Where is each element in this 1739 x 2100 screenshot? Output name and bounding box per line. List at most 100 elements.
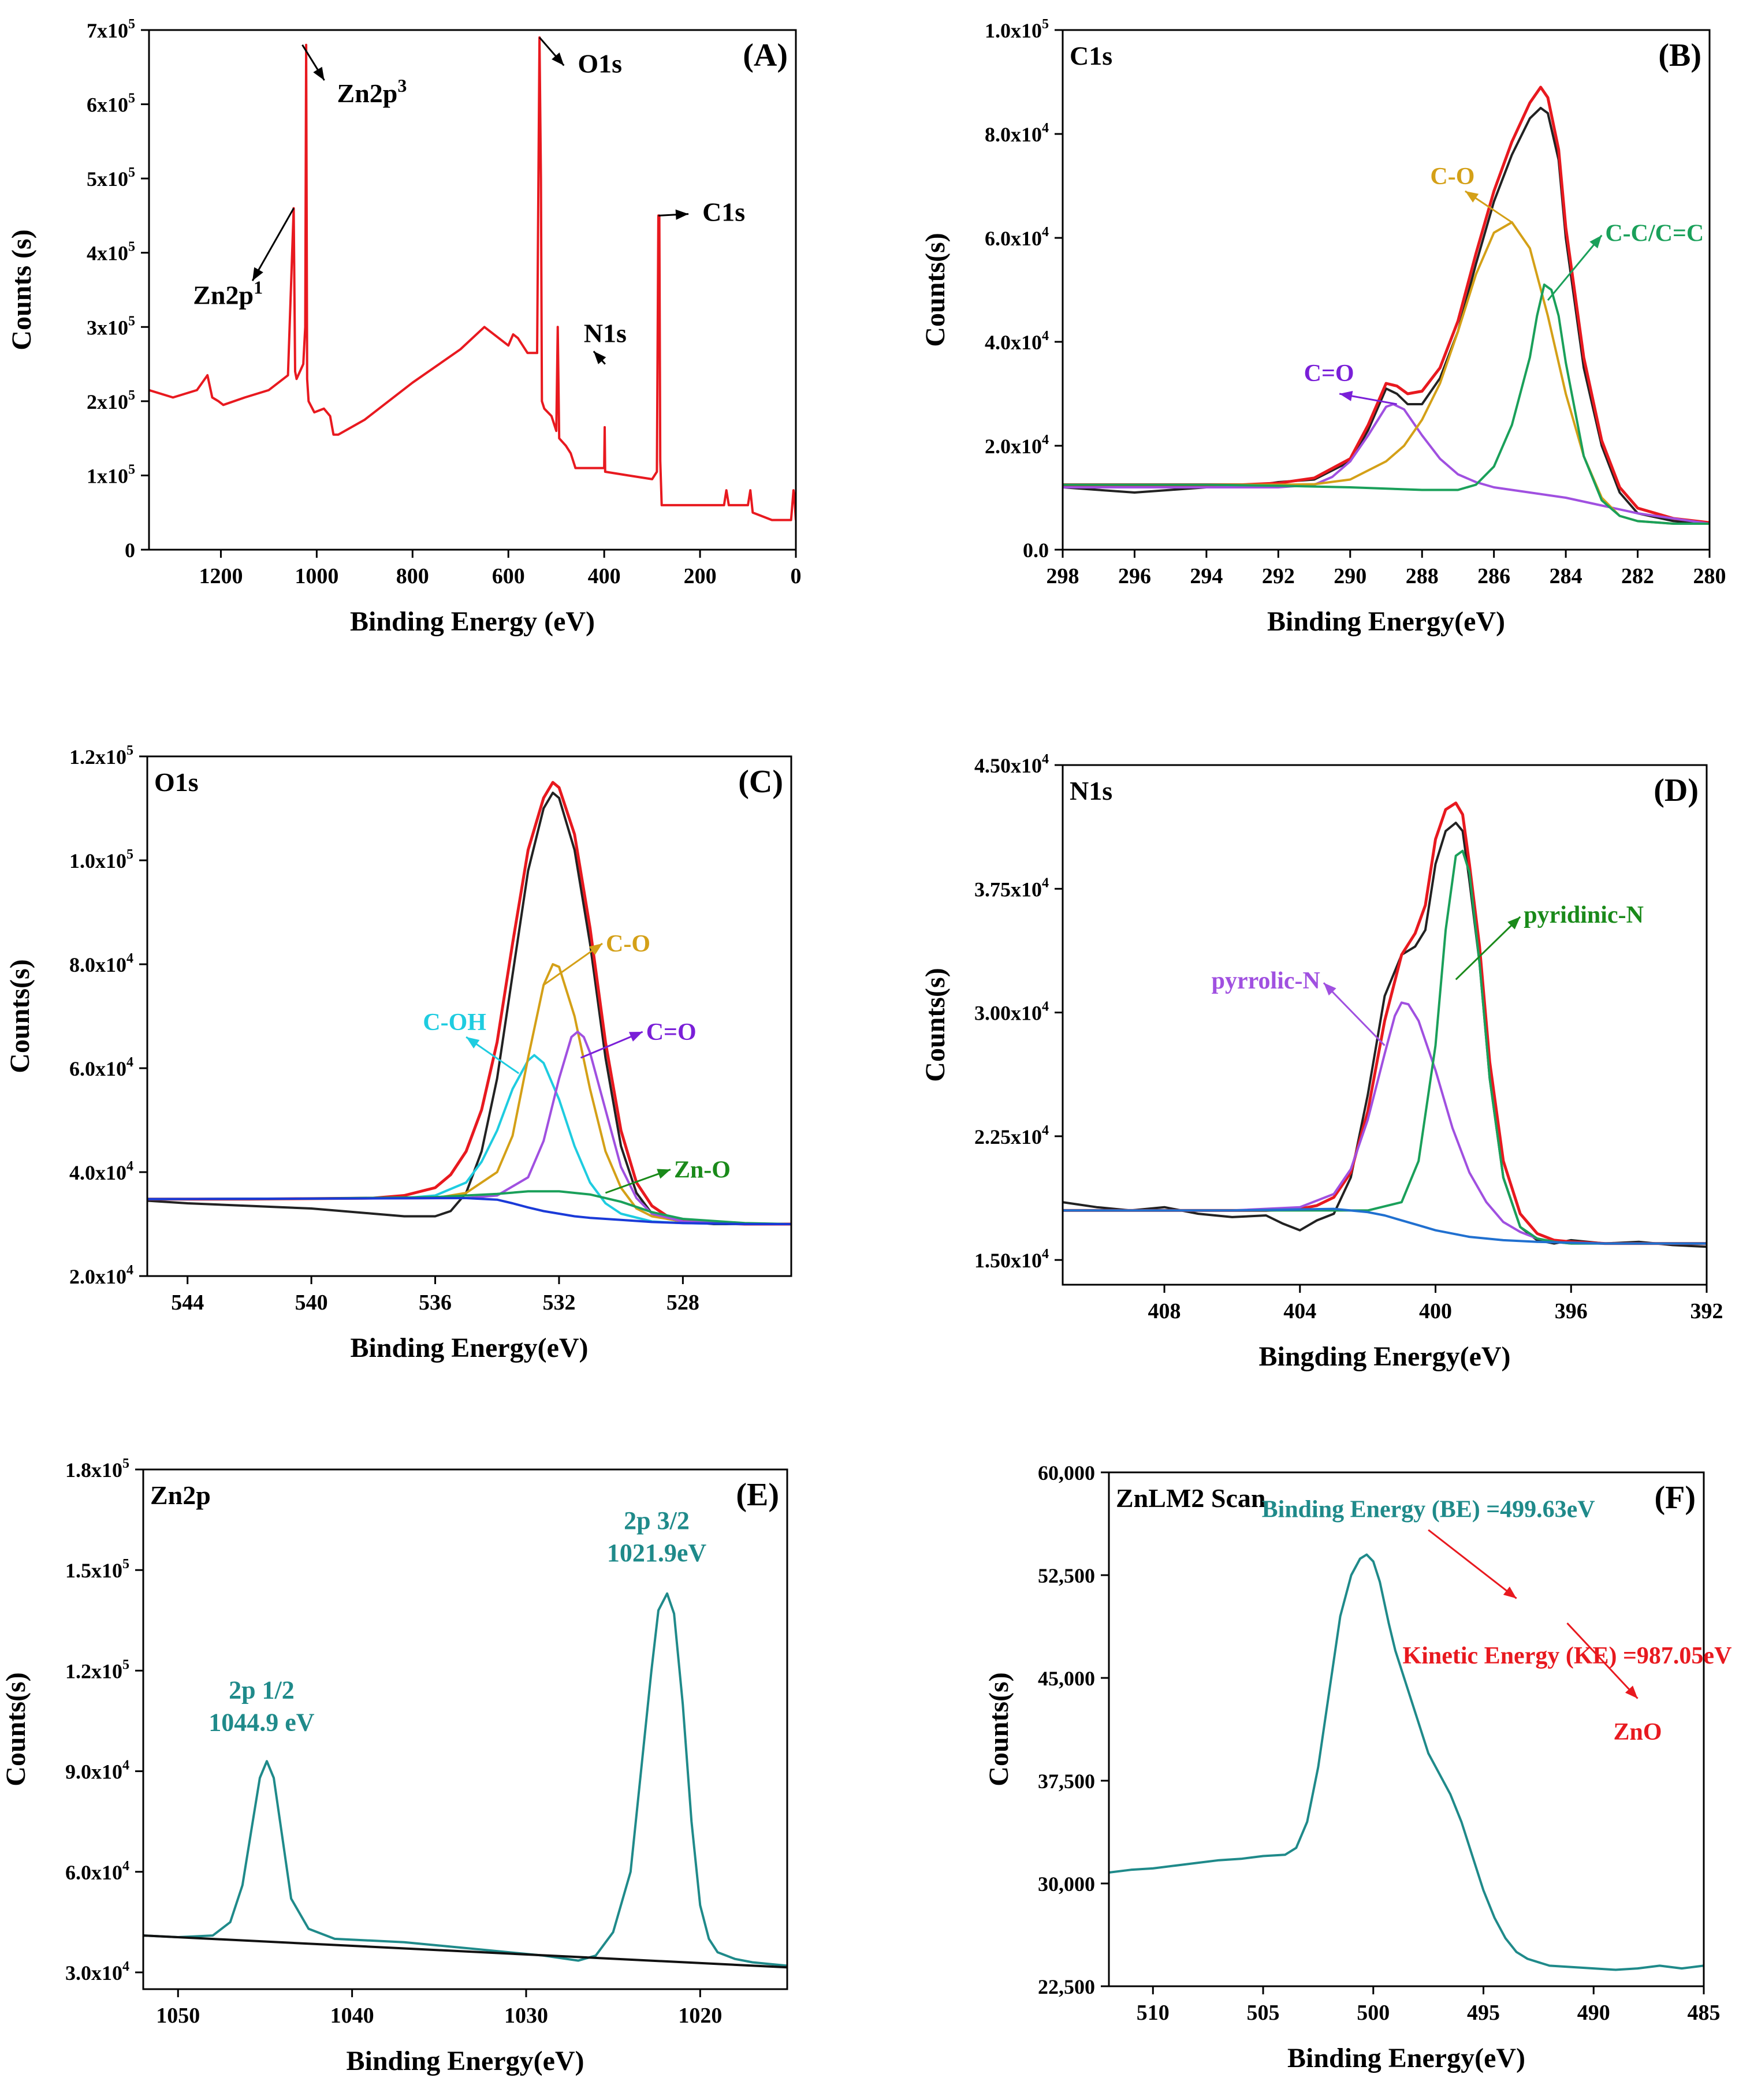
panel-title: C1s <box>1070 41 1112 70</box>
x-tick-label: 528 <box>666 1290 699 1315</box>
x-tick-label: 490 <box>1577 2001 1610 2025</box>
axes-frame <box>1062 29 1711 551</box>
annotation-arrow <box>1428 1529 1517 1599</box>
series-znlm2-spectrum <box>1109 1553 1704 1971</box>
y-tick-label: 4.0x104 <box>69 1159 133 1184</box>
x-tick-label: 536 <box>419 1290 452 1315</box>
panel-title: N1s <box>1070 776 1112 805</box>
series-c-oh <box>147 1054 791 1225</box>
y-tick-label: 1.50x104 <box>974 1247 1049 1272</box>
y-tick-label: 1.0x105 <box>985 17 1049 42</box>
y-tick-label: 7x105 <box>87 17 135 42</box>
y-tick-label: 6.0x104 <box>65 1859 129 1884</box>
y-tick-label: 45,000 <box>1038 1667 1095 1690</box>
y-tick-label: 8.0x104 <box>69 951 133 976</box>
annotation-label: C-OH <box>423 1009 486 1036</box>
x-axis-label: Bingding Energy(eV) <box>1258 1341 1510 1372</box>
series-c-o <box>147 1031 791 1225</box>
x-tick-label: 505 <box>1247 2001 1280 2025</box>
y-axis-label: Counts(s) <box>984 1672 1014 1786</box>
arrow-head <box>1465 191 1479 203</box>
annotation-label: pyrrolic-N <box>1212 968 1320 994</box>
y-axis-label: Counts(s) <box>920 233 951 346</box>
y-tick-label: 60,000 <box>1038 1461 1095 1484</box>
x-tick-label: 485 <box>1688 2001 1721 2025</box>
x-tick-label: 396 <box>1555 1299 1588 1323</box>
arrow-head <box>313 66 325 81</box>
annotation-label: C-O <box>606 931 650 957</box>
x-tick-label: 296 <box>1118 564 1151 588</box>
x-tick-label: 800 <box>396 564 429 588</box>
x-tick-label: 500 <box>1357 2001 1390 2025</box>
y-axis-label: Counts(s) <box>920 968 951 1081</box>
x-tick-label: 1020 <box>678 2004 722 2028</box>
annotation-label: O1s <box>578 49 622 78</box>
x-tick-label: 200 <box>684 564 717 588</box>
series-c-o <box>147 963 791 1225</box>
y-tick-label: 2.25x104 <box>974 1123 1049 1148</box>
y-tick-label: 22,500 <box>1038 1975 1095 1998</box>
y-tick-label: 8.0x104 <box>985 121 1049 146</box>
y-tick-label: 6.0x104 <box>985 225 1049 250</box>
annotation-label: C=O <box>1304 360 1354 387</box>
x-tick-label: 298 <box>1047 564 1079 588</box>
arrow-head <box>1507 916 1521 930</box>
x-axis-label: Binding Energy(eV) <box>346 2046 584 2076</box>
panel-d: 408 404 400 396 392 1.50x104 2.25x104 3.00x104 3… <box>920 752 1723 1372</box>
x-tick-label: 495 <box>1467 2001 1500 2025</box>
arrow-head <box>593 351 606 364</box>
series-background <box>1063 1207 1707 1245</box>
x-tick-label: 510 <box>1137 2001 1170 2025</box>
y-tick-label: 52,500 <box>1038 1564 1095 1587</box>
x-tick-label: 600 <box>492 564 525 588</box>
arrow-head <box>675 209 689 220</box>
annotation-label: N1s <box>584 318 627 348</box>
annotation-label: C-O <box>1430 163 1474 190</box>
y-tick-label: 2x105 <box>87 388 135 413</box>
panel-a: 1200 1000 800 600 400 200 0 0 1x105 2x105 3x105 4x1… <box>6 17 802 637</box>
axes-frame <box>146 755 792 1277</box>
arrow-head <box>1589 235 1602 249</box>
x-tick-label: 280 <box>1693 564 1726 588</box>
panel-title: O1s <box>154 767 199 797</box>
y-tick-label: 2.0x104 <box>69 1263 133 1288</box>
series-c-o <box>1063 221 1710 525</box>
x-axis-label: Binding Energy(eV) <box>1267 606 1505 637</box>
axes-frame <box>1062 764 1708 1286</box>
y-tick-label: 9.0x104 <box>65 1758 129 1784</box>
y-axis-label: Counts (s) <box>6 229 37 350</box>
y-tick-label: 6x105 <box>87 91 135 117</box>
arrow-head <box>1339 391 1353 401</box>
x-tick-label: 1200 <box>199 564 243 588</box>
x-tick-label: 400 <box>1419 1299 1452 1323</box>
panel-b: 298 296 294 292 290 288 286 284 282 280 0.0 2.0x104… <box>920 17 1726 637</box>
y-tick-label: 1.2x105 <box>69 743 133 769</box>
annotation-label: Zn2p1 <box>193 277 263 309</box>
panel-title: Zn2p <box>150 1480 211 1510</box>
y-tick-label: 0 <box>125 539 135 562</box>
y-axis-label: Counts(s) <box>5 959 35 1073</box>
y-tick-label: 2.0x104 <box>985 432 1049 458</box>
panel-f: 510 505 500 495 490 485 22,500 30,000 37,500 45,0… <box>984 1461 1731 2073</box>
series-survey-spectrum <box>149 36 796 521</box>
arrow-head <box>628 1032 643 1042</box>
annotation-label: Zn2p3 <box>337 75 407 108</box>
x-tick-label: 292 <box>1262 564 1295 588</box>
panel-letter: (D) <box>1654 773 1699 808</box>
arrow-head <box>1323 983 1336 996</box>
x-tick-label: 294 <box>1190 564 1223 588</box>
y-tick-label: 4.0x104 <box>985 329 1049 354</box>
annotation-arrow <box>251 207 295 282</box>
arrow-head <box>589 943 603 956</box>
y-tick-label: 3.0x104 <box>65 1959 129 1985</box>
annotation-arrow <box>1455 916 1521 980</box>
x-tick-label: 0 <box>791 564 802 588</box>
series-c-c-c-c <box>1063 284 1710 525</box>
annotation-label: Kinetic Energy (KE) =987.05eV <box>1403 1643 1732 1669</box>
annotation-arrow <box>1566 1622 1639 1699</box>
x-axis-label: Binding Energy(eV) <box>1287 2043 1525 2073</box>
x-tick-label: 408 <box>1148 1299 1181 1323</box>
arrow-head <box>252 267 263 281</box>
x-tick-label: 540 <box>295 1290 328 1315</box>
x-axis-label: Binding Energy (eV) <box>350 606 595 637</box>
